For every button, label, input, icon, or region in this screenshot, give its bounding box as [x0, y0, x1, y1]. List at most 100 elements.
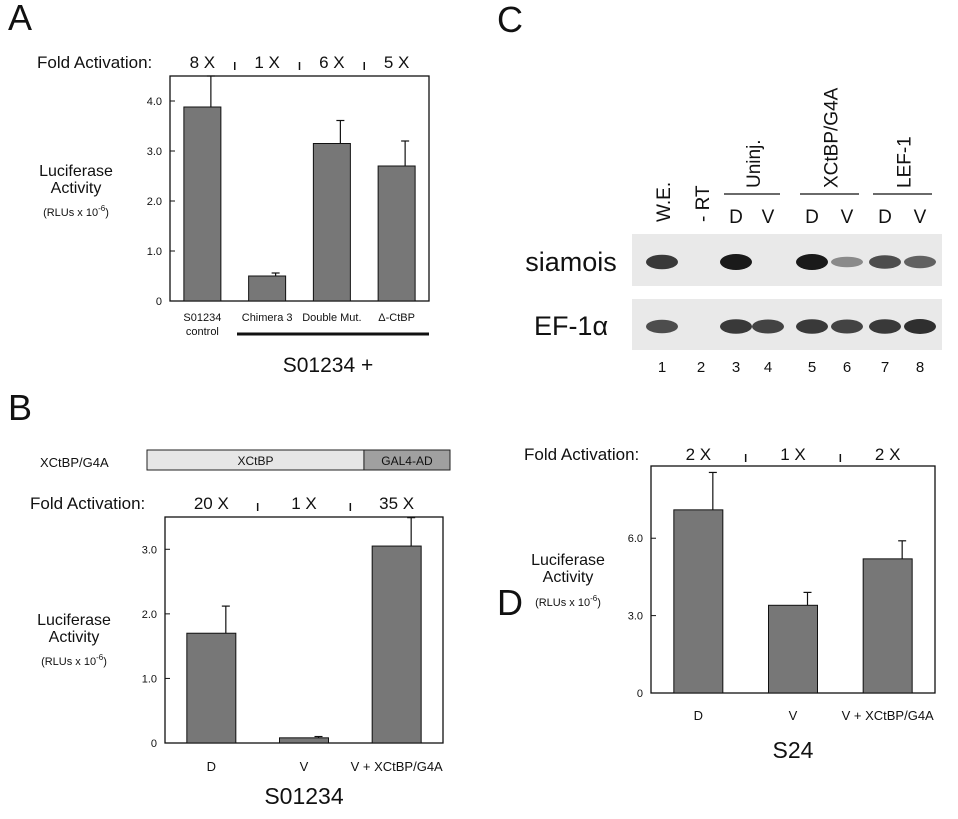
y-tick-label: 0: [156, 296, 162, 308]
gel-band: [869, 319, 901, 334]
y-unit-exponent: -6: [98, 204, 106, 213]
fold-activation-label: Fold Activation:: [524, 445, 639, 464]
panel-letter: C: [497, 0, 523, 40]
panel-letter: A: [8, 0, 32, 38]
y-axis-label: Luciferase: [39, 163, 113, 180]
lane-sublabel: V: [914, 207, 927, 228]
panel-d: D Fold Activation: 2 X 1 X 2 X 0 3.0 6.0 Lucifer…: [497, 445, 936, 763]
plot-frame: [169, 75, 430, 302]
category-label: Δ-CtBP: [378, 312, 415, 324]
panel-a: A Fold Activation: 8 X 1 X 6 X 5 X 0 1.0 2.0 3.0 4…: [8, 0, 430, 377]
construct-segment-label: XCtBP: [237, 454, 273, 468]
bar: [312, 143, 351, 302]
category-label: V: [789, 708, 798, 723]
lane-number: 3: [732, 359, 740, 376]
y-unit-base: (RLUs x 10: [43, 207, 98, 219]
category-label: control: [186, 326, 219, 338]
gel-band: [904, 319, 936, 334]
lane-header: XCtBP/G4A: [822, 87, 843, 188]
gel-band: [831, 319, 863, 334]
category-label: D: [207, 759, 216, 774]
gel-band: [720, 254, 752, 270]
lane-number: 2: [697, 359, 705, 376]
bar: [186, 632, 237, 744]
y-axis-unit: (RLUs x 10-6): [43, 204, 109, 219]
fold-activation-value: 35 X: [379, 494, 414, 513]
category-label: V + XCtBP/G4A: [842, 708, 934, 723]
gel-band: [752, 319, 784, 334]
y-axis-label: Activity: [51, 180, 102, 197]
gel-band: [646, 319, 678, 334]
y-tick-label: 3.0: [628, 611, 643, 623]
fold-activation-value: 1 X: [291, 494, 317, 513]
y-tick-label: 3.0: [147, 146, 162, 158]
category-label: D: [694, 708, 703, 723]
gel-band: [796, 319, 828, 334]
y-tick-label: 0: [637, 688, 643, 700]
reporter-label: S01234: [264, 783, 344, 809]
lane-header: W.E.: [654, 182, 675, 222]
lane-sublabel: D: [878, 207, 892, 228]
lane-number: 8: [916, 359, 924, 376]
y-tick-label: 1.0: [142, 673, 157, 685]
y-axis-unit: (RLUs x 10-6): [41, 653, 107, 668]
panel-letter: D: [497, 582, 523, 623]
gel-row-label: siamois: [525, 247, 617, 277]
y-unit-base: (RLUs x 10: [41, 656, 96, 668]
lane-number: 4: [764, 359, 772, 376]
fold-activation-value: 2 X: [686, 445, 712, 464]
gel-band: [904, 255, 936, 269]
category-label: V + XCtBP/G4A: [351, 759, 443, 774]
y-unit-close: ): [103, 656, 107, 668]
gel-band: [720, 319, 752, 334]
bar: [768, 604, 818, 694]
lane-header: - RT: [693, 185, 714, 222]
gel-band: [646, 254, 678, 270]
gel-band: [796, 254, 828, 270]
lane-number: 7: [881, 359, 889, 376]
gel-row-label: EF-1α: [534, 311, 608, 341]
bar: [279, 737, 329, 744]
bar: [673, 509, 724, 694]
y-tick-label: 6.0: [628, 533, 643, 545]
y-tick-label: 3.0: [142, 544, 157, 556]
fold-activation-label: Fold Activation:: [30, 494, 145, 513]
y-tick-label: 2.0: [142, 609, 157, 621]
y-unit-base: (RLUs x 10: [535, 597, 590, 609]
fold-activation-value: 2 X: [875, 445, 901, 464]
construct-name: XCtBP/G4A: [40, 455, 109, 470]
panel-letter: B: [8, 387, 32, 428]
bar: [183, 106, 222, 302]
fold-activation-value: 1 X: [254, 53, 280, 72]
fold-activation-value: 5 X: [384, 53, 410, 72]
y-unit-close: ): [597, 597, 601, 609]
y-unit-exponent: -6: [590, 594, 598, 603]
lane-sublabel: V: [841, 207, 854, 228]
y-tick-label: 0: [151, 738, 157, 750]
gel-band: [831, 256, 863, 268]
lane-header: LEF-1: [895, 136, 916, 188]
fold-activation-value: 20 X: [194, 494, 229, 513]
category-label: Chimera 3: [242, 312, 293, 324]
fold-activation-value: 1 X: [780, 445, 806, 464]
y-tick-label: 1.0: [147, 246, 162, 258]
gel-band: [869, 255, 901, 269]
y-axis-label: Luciferase: [37, 612, 111, 629]
panel-b: B XCtBP/G4A XCtBP GAL4-AD Fold Activation: 20…: [8, 387, 451, 809]
lane-sublabel: D: [729, 207, 743, 228]
category-label: Double Mut.: [302, 312, 361, 324]
y-tick-label: 2.0: [147, 196, 162, 208]
bar: [377, 165, 416, 302]
y-axis-label: Activity: [543, 569, 594, 586]
fold-activation-value: 8 X: [190, 53, 216, 72]
y-unit-close: ): [105, 207, 109, 219]
fold-activation-value: 6 X: [319, 53, 345, 72]
category-label: S01234: [183, 312, 221, 324]
bar: [248, 275, 287, 302]
fold-activation-label: Fold Activation:: [37, 53, 152, 72]
y-axis-label: Activity: [49, 629, 100, 646]
bar: [862, 558, 913, 694]
bar: [371, 545, 422, 744]
category-label: V: [300, 759, 309, 774]
